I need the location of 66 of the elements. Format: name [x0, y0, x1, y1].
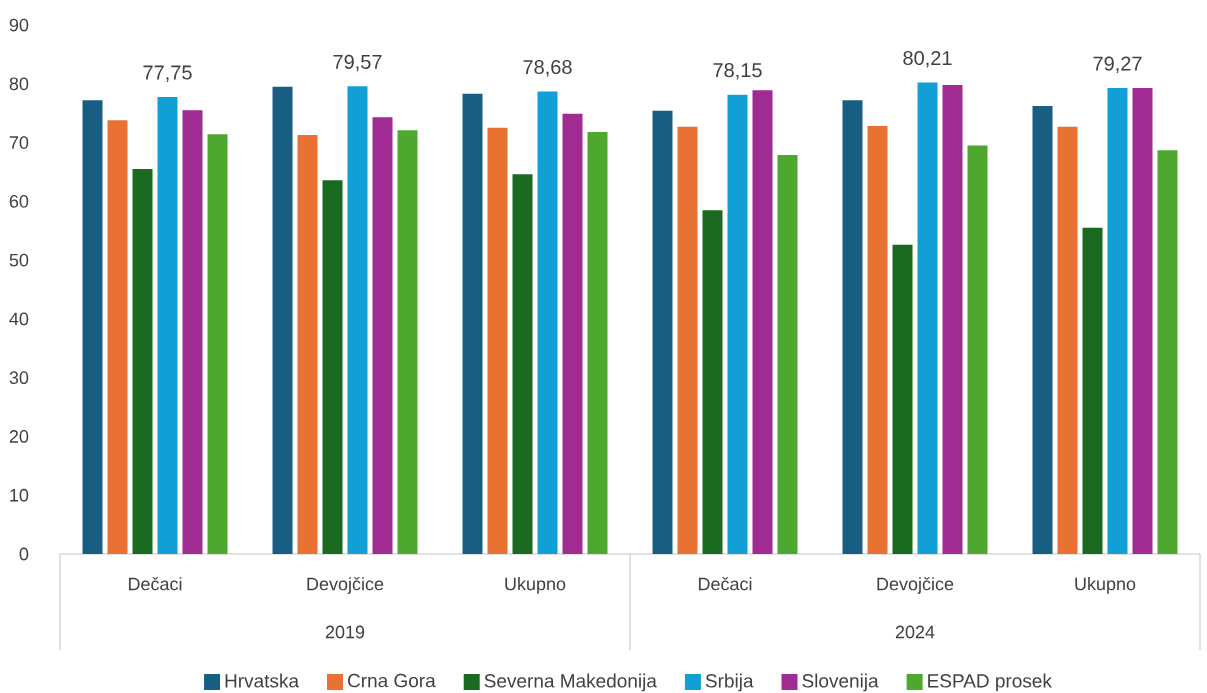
bar	[462, 93, 483, 555]
bar	[752, 90, 773, 555]
bar	[652, 110, 673, 555]
legend-label: Slovenija	[802, 673, 879, 692]
bar	[322, 180, 343, 555]
bar	[942, 84, 963, 555]
y-tick-label: 70	[9, 136, 29, 149]
bar	[107, 120, 128, 555]
data-label: 80,21	[903, 50, 952, 68]
bar	[297, 134, 318, 555]
bar	[397, 130, 418, 555]
bar	[132, 169, 153, 555]
bar	[1107, 88, 1128, 555]
y-tick-label: 50	[9, 253, 29, 267]
bar	[842, 100, 863, 555]
y-tick-label: 0	[19, 547, 29, 561]
bar	[157, 97, 178, 555]
x-tick-label: Ukupno	[505, 577, 566, 594]
bar	[727, 94, 748, 555]
x-tick-label: Devojčice	[877, 577, 954, 594]
bar	[487, 127, 508, 555]
bar	[917, 82, 938, 555]
bar	[562, 113, 583, 555]
legend-label: Srbija	[705, 673, 754, 692]
bar	[1132, 87, 1153, 555]
bar	[182, 110, 203, 555]
legend-label: Severna Makedonija	[484, 673, 657, 692]
legend-label: ESPAD prosek	[928, 673, 1052, 692]
bar	[892, 244, 913, 555]
legend-label: Crna Gora	[348, 673, 436, 688]
data-label: 77,75	[143, 65, 192, 82]
legend-label: Hrvatska	[225, 673, 300, 688]
bar	[702, 210, 723, 555]
bar	[82, 100, 103, 555]
bar	[1157, 150, 1178, 555]
y-tick-label: 20	[9, 430, 29, 443]
bar	[677, 126, 698, 555]
y-tick-label: 60	[9, 194, 29, 208]
bar	[512, 174, 533, 555]
x-tick-label: Dečaci	[698, 577, 752, 591]
x-tick-label: Devojčice	[307, 577, 384, 594]
text: 2019	[325, 625, 365, 639]
bar	[207, 134, 228, 555]
data-label: 79,57	[333, 54, 382, 72]
data-label: 78,68	[523, 59, 572, 77]
bar	[967, 145, 988, 555]
y-tick-label: 90	[9, 18, 29, 32]
bar	[1057, 126, 1078, 555]
bar	[372, 117, 393, 555]
y-tick-label: 10	[10, 488, 29, 502]
bar	[777, 154, 798, 555]
bar	[867, 126, 888, 555]
text: 2024	[895, 625, 935, 639]
bar	[347, 86, 368, 555]
x-tick-label: Ukupno	[1075, 577, 1136, 594]
data-label: 78,15	[713, 63, 762, 80]
bar	[272, 86, 293, 555]
bar	[537, 91, 558, 555]
bar	[1082, 227, 1103, 555]
y-tick-label: 30	[9, 371, 29, 385]
y-tick-label: 80	[9, 77, 29, 91]
y-tick-label: 40	[9, 312, 29, 326]
bar	[587, 131, 608, 555]
data-label: 79,27	[1093, 56, 1142, 74]
bar	[1032, 106, 1053, 555]
x-tick-label: Dečaci	[128, 577, 182, 591]
